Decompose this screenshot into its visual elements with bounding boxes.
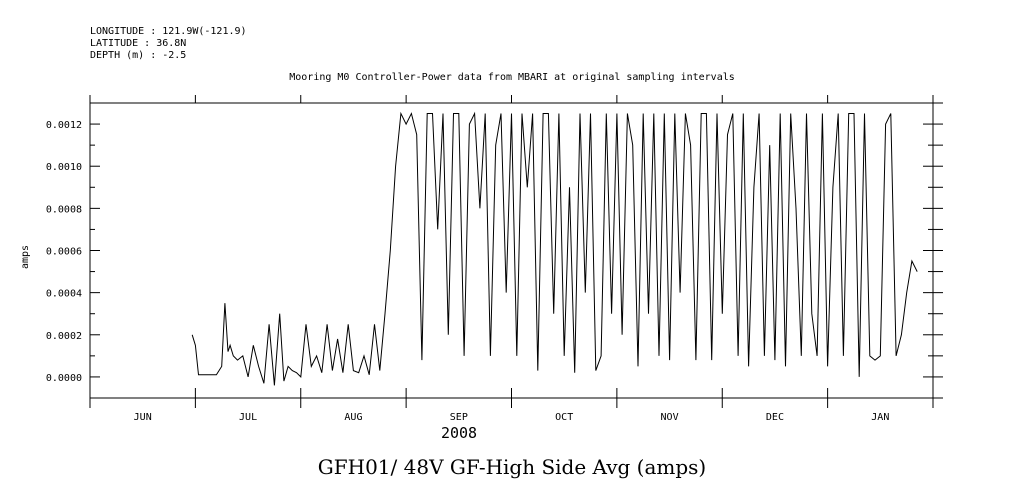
y-axis-label: amps [20,245,31,269]
latitude-label: LATITUDE : 36.8N [90,38,186,49]
y-tick-label: 0.0002 [46,331,82,342]
x-tick-label: AUG [344,412,362,423]
plot-frame [89,102,934,399]
x-tick-label: JUN [134,412,152,423]
x-tick-label: JUL [239,412,257,423]
x-tick-label: JAN [871,412,889,423]
y-tick-label: 0.0004 [46,289,82,300]
y-tick-label: 0.0008 [46,204,82,215]
y-axis: 0.0000 0.0002 0.0004 0.0006 0.0008 0.0010 0.00… [46,102,943,399]
x-tick-label: SEP [450,412,468,423]
y-tick-label: 0.0012 [46,120,82,131]
y-tick-label: 0.0000 [46,373,82,384]
chart-caption: GFH01/ 48V GF-High Side Avg (amps) [318,455,706,479]
chart-title: Mooring M0 Controller-Power data from MB… [289,72,735,83]
x-axis: JUN JUL AUG SEP OCT NOV DEC JAN [89,95,934,423]
x-tick-label: DEC [766,412,784,423]
longitude-label: LONGITUDE : 121.9W(-121.9) [90,26,247,37]
y-tick-label: 0.0010 [46,162,82,173]
y-tick-label: 0.0006 [46,247,82,258]
x-tick-label: NOV [661,412,679,423]
x-axis-label: 2008 [441,424,477,442]
depth-label: DEPTH (m) : -2.5 [90,50,186,61]
x-tick-label: OCT [555,412,573,423]
data-series-line [191,111,918,386]
